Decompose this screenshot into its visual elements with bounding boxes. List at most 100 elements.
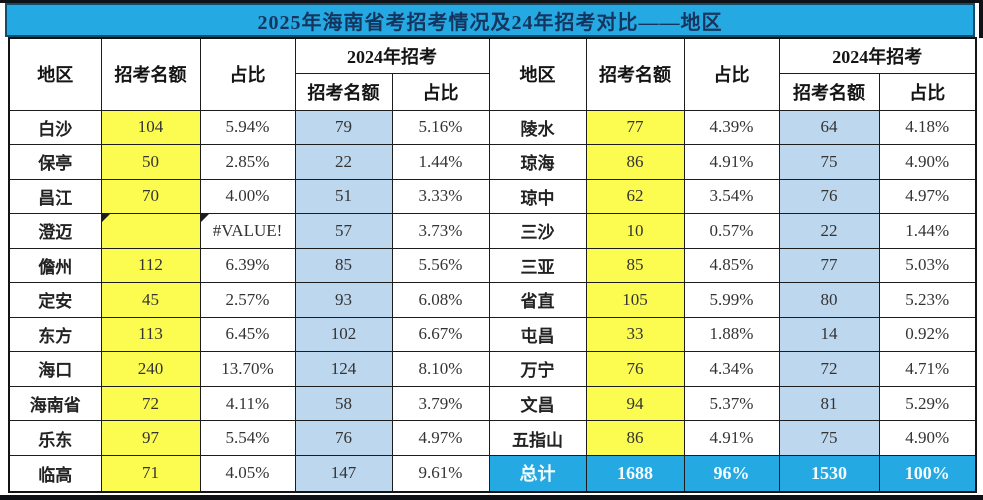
share-2024-cell: 4.18% (878, 109, 977, 146)
cell-text: 东方 (38, 326, 73, 346)
cell-text: 1530 (811, 462, 847, 483)
cell-text: 72 (820, 358, 838, 378)
cell-text: 白沙 (38, 119, 73, 139)
cell-text: 三沙 (520, 223, 555, 243)
quota-2025-cell: 94 (585, 385, 685, 422)
region-cell: 省直 (488, 282, 587, 318)
cell-text: 102 (330, 324, 357, 344)
quota-2024-cell: 77 (778, 247, 880, 284)
table-row: 海南省 72 4.11% 58 3.79% 文昌 94 5.37% 81 5.29% (8, 385, 977, 422)
table-row: 儋州 112 6.39% 85 5.56% 三亚 85 4.85% 77 5.03% (8, 247, 977, 284)
cell-text: 5.29% (905, 393, 950, 413)
quota-2025-cell: 70 (100, 178, 201, 215)
quota-2024-cell: 79 (294, 109, 393, 146)
share-2024-cell: 5.29% (878, 385, 977, 422)
quota-2024-cell: 64 (778, 109, 880, 146)
share-2025-cell: 4.39% (683, 109, 780, 146)
cell-text: 1.88% (709, 324, 754, 344)
region-cell: 东方 (8, 316, 102, 353)
share-2025-cell: 4.91% (683, 420, 780, 456)
cell-text: 80 (820, 289, 838, 309)
quota-2025-cell: 97 (100, 420, 201, 456)
cell-text: 3.33% (418, 186, 463, 206)
share-2024-cell: 0.92% (878, 316, 977, 353)
share-2025-cell: 3.54% (683, 178, 780, 215)
cell-text: 4.18% (905, 117, 950, 137)
recruitment-table: 地区 招考名额 占比 2024年招考 地区 招考名额 占比 2024年招考 招考… (8, 37, 977, 493)
quota-2024-cell: 58 (294, 385, 393, 422)
cell-text: 147 (330, 463, 357, 483)
cell-text: 76 (626, 358, 644, 378)
cell-text: 5.99% (709, 289, 754, 309)
cell-text: 4.91% (709, 151, 754, 171)
quota-2024-cell: 51 (294, 178, 393, 215)
header-share-2025-left: 占比 (199, 37, 296, 111)
cell-text: 100% (904, 462, 950, 483)
cell-text: 5.03% (905, 255, 950, 275)
share-2025-cell: 5.37% (683, 385, 780, 422)
header-quota-2025-right: 招考名额 (585, 37, 685, 111)
cell-text: 屯昌 (520, 326, 555, 346)
cell-text: 22 (820, 220, 838, 240)
quota-2025-cell: 76 (585, 351, 685, 387)
cell-text: 86 (626, 151, 644, 171)
header-quota-2025-left: 招考名额 (100, 37, 201, 111)
quota-2025-cell: 86 (585, 144, 685, 180)
share-2024-cell: 4.97% (391, 420, 490, 456)
cell-text: 昌江 (38, 188, 73, 208)
share-2024-cell: 1.44% (878, 213, 977, 249)
quota-2025-cell (100, 213, 201, 249)
cell-text: 10 (626, 220, 644, 240)
cell-text: 77 (626, 117, 644, 137)
cell-text: 6.08% (418, 289, 463, 309)
cell-text: 5.94% (225, 117, 270, 137)
cell-text: 3.54% (709, 186, 754, 206)
cell-text: 5.16% (418, 117, 463, 137)
cell-text: 三亚 (520, 257, 555, 277)
cell-text: 94 (626, 393, 644, 413)
quota-2025-cell: 62 (585, 178, 685, 215)
quota-2024-cell: 75 (778, 420, 880, 456)
cell-text: 4.97% (418, 428, 463, 448)
cell-text: 8.10% (418, 358, 463, 378)
cell-text: 71 (142, 463, 159, 483)
cell-text: 81 (820, 393, 838, 413)
share-2025-cell: 4.85% (683, 247, 780, 284)
cell-text: 临高 (38, 465, 73, 485)
cell-text: 4.05% (225, 463, 270, 483)
cell-text: 97 (142, 428, 159, 448)
table-header: 地区 招考名额 占比 2024年招考 地区 招考名额 占比 2024年招考 招考… (8, 37, 977, 111)
region-cell: 保亭 (8, 144, 102, 180)
cell-text: 72 (142, 393, 159, 413)
cell-text: 85 (335, 255, 352, 275)
region-cell: 海南省 (8, 385, 102, 422)
quota-2025-cell: 50 (100, 144, 201, 180)
share-2024-cell: 4.90% (878, 420, 977, 456)
cell-text: 45 (142, 289, 159, 309)
header-quota-2024-left: 招考名额 (294, 72, 393, 111)
region-cell: 白沙 (8, 109, 102, 146)
table-row: 临高 71 4.05% 147 9.61% 总计 1688 96% 1530 100% (8, 454, 977, 493)
quota-2025-cell: 112 (100, 247, 201, 284)
frame-edge-bottom (0, 495, 983, 500)
cell-text: 77 (820, 255, 838, 275)
cell-text: 海口 (38, 361, 73, 381)
cell-text: 4.34% (709, 358, 754, 378)
cell-text: 五指山 (512, 430, 563, 450)
quota-2024-cell: 85 (294, 247, 393, 284)
frame-edge-top (0, 0, 983, 3)
quota-2025-cell: 240 (100, 351, 201, 387)
table-row: 定安 45 2.57% 93 6.08% 省直 105 5.99% 80 5.23% (8, 282, 977, 318)
cell-text: 4.85% (709, 255, 754, 275)
quota-2025-cell: 104 (100, 109, 201, 146)
share-2025-cell: #VALUE! (199, 213, 296, 249)
share-2025-cell: 2.57% (199, 282, 296, 318)
share-2025-cell: 4.11% (199, 385, 296, 422)
table-row: 海口 240 13.70% 124 8.10% 万宁 76 4.34% 72 4.71% (8, 351, 977, 387)
header-share-2025-right: 占比 (683, 37, 780, 111)
quota-2025-cell: 77 (585, 109, 685, 146)
share-2025-cell: 6.45% (199, 316, 296, 353)
total-share-2024-cell: 100% (878, 454, 977, 493)
cell-text: 86 (626, 428, 644, 448)
